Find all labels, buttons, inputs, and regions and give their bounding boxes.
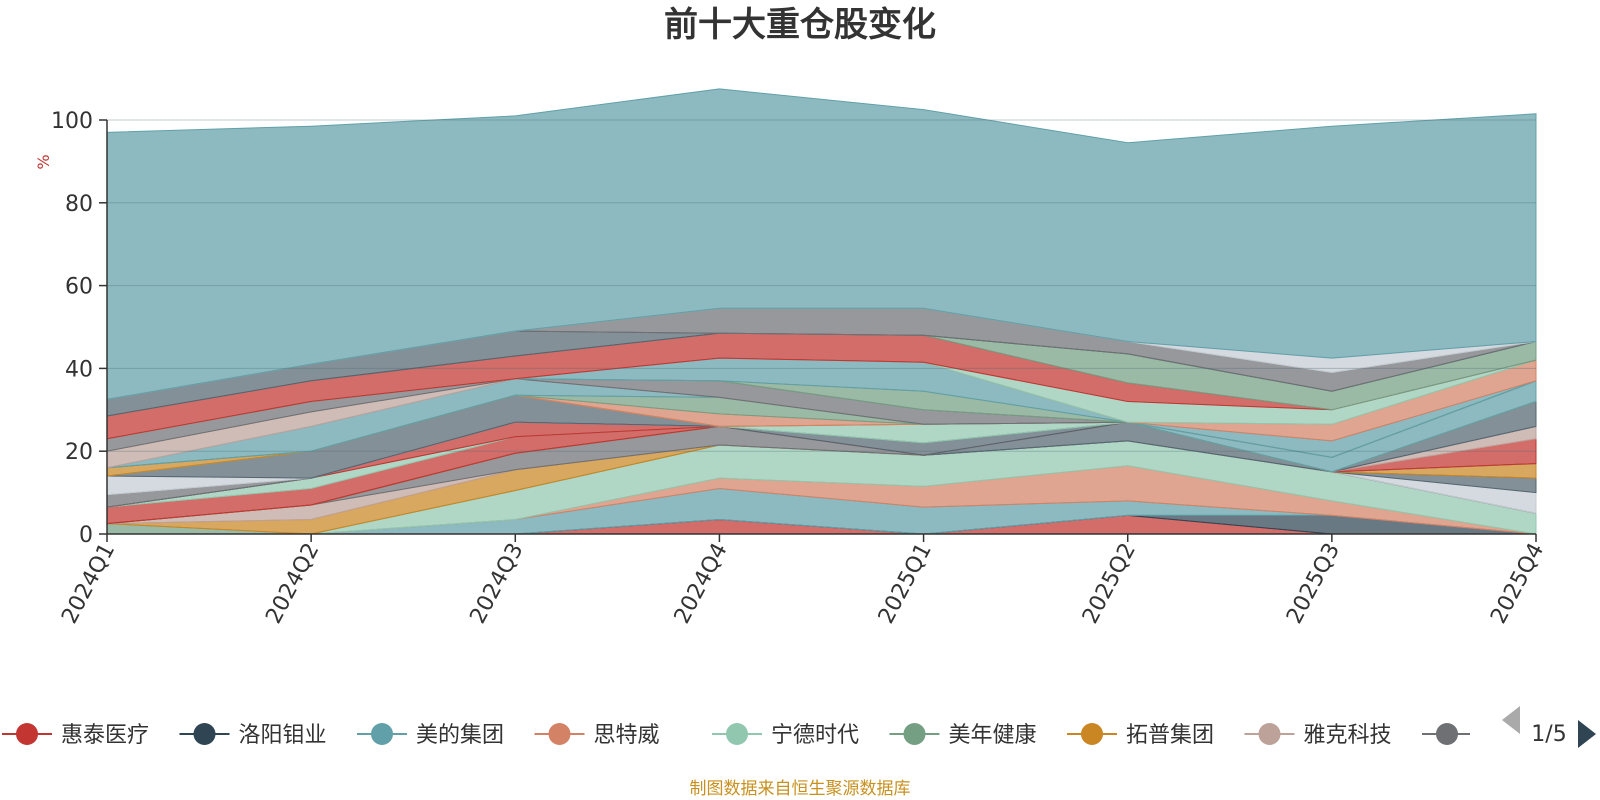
legend: 惠泰医疗 洛阳钼业 美的集团 思特威 宁德时代 美年健康 拓普集团 雅克科技 北方华创 — [2, 723, 1569, 748]
plot-areas — [106, 88, 1537, 535]
legend-item[interactable]: 美年健康 — [889, 723, 1037, 748]
legend-marker-icon — [903, 723, 926, 745]
triangle-left-icon[interactable] — [1502, 706, 1520, 734]
x-tick-label: 2024Q1 — [57, 539, 120, 628]
legend-marker-icon — [1436, 723, 1458, 745]
y-axis-label: % — [34, 154, 53, 169]
x-tick-label: 2025Q1 — [874, 539, 937, 628]
legend-label: 拓普集团 — [1126, 723, 1214, 748]
grid-lines — [107, 119, 1536, 452]
legend-label: 惠泰医疗 — [61, 723, 149, 748]
legend-marker-icon — [1258, 723, 1281, 745]
legend-marker-icon — [16, 723, 38, 745]
area-series-unnamed-37 — [106, 88, 1537, 400]
x-tick-label: 2024Q4 — [670, 539, 733, 628]
legend-item[interactable]: 北方华创 — [1422, 723, 1569, 748]
legend-marker-icon — [726, 723, 748, 745]
legend-item[interactable]: 思特威 — [534, 723, 660, 748]
legend-item[interactable]: 惠泰医疗 — [2, 723, 149, 748]
axes — [106, 120, 1536, 535]
legend-item[interactable]: 美的集团 — [357, 723, 504, 748]
legend-label: 宁德时代 — [771, 723, 859, 748]
legend-label: 美的集团 — [416, 723, 504, 748]
y-ticks: 0 20 40 60 80 100 — [51, 109, 107, 548]
y-tick-label: 100 — [51, 109, 93, 134]
legend-label: 雅克科技 — [1304, 723, 1392, 748]
legend-label: 美年健康 — [949, 723, 1037, 748]
legend-marker-icon — [193, 723, 216, 745]
x-tick-label: 2025Q2 — [1078, 539, 1141, 628]
x-tick-label: 2024Q2 — [261, 539, 324, 628]
data-source-note: 制图数据来自恒生聚源数据库 — [690, 779, 911, 799]
legend-item[interactable]: 雅克科技 — [1244, 723, 1392, 748]
legend-marker-icon — [548, 723, 571, 745]
legend-item[interactable]: 拓普集团 — [1067, 723, 1214, 748]
x-tick-label: 2025Q4 — [1486, 539, 1549, 628]
legend-item[interactable]: 宁德时代 — [712, 723, 859, 748]
legend-page-indicator: 1/5 — [1531, 722, 1566, 747]
y-tick-label: 20 — [65, 440, 93, 465]
x-ticks: 2024Q1 2024Q2 2024Q3 2024Q4 2025Q1 2025Q2 2025… — [57, 534, 1549, 628]
chart-title: 前十大重仓股变化 — [664, 5, 936, 45]
triangle-right-icon[interactable] — [1578, 720, 1596, 748]
y-tick-label: 60 — [65, 275, 93, 300]
y-tick-label: 40 — [65, 357, 93, 382]
legend-marker-icon — [1081, 723, 1103, 745]
legend-marker-icon — [371, 723, 393, 745]
y-tick-label: 80 — [65, 192, 93, 217]
x-tick-label: 2025Q3 — [1282, 539, 1345, 628]
legend-pager: 1/5 — [1502, 706, 1596, 748]
legend-label: 洛阳钼业 — [239, 723, 327, 748]
legend-label: 思特威 — [594, 723, 660, 748]
y-tick-label: 0 — [79, 523, 93, 548]
legend-item[interactable]: 洛阳钼业 — [179, 723, 327, 748]
x-tick-label: 2024Q3 — [466, 539, 529, 628]
